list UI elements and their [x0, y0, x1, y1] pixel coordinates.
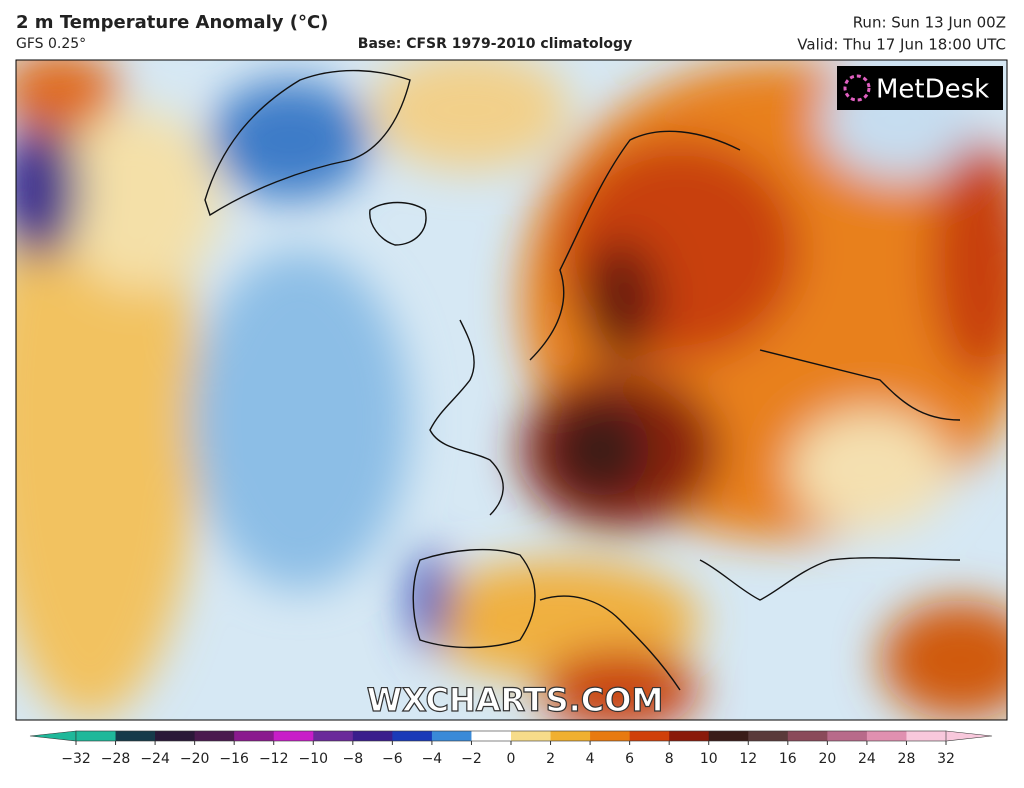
colorbar-segment — [352, 731, 393, 741]
map: MetDesk WXCHARTS.COM — [16, 60, 1007, 720]
colorbar-tick-label: −24 — [140, 751, 170, 767]
title: 2 m Temperature Anomaly (°C) — [16, 12, 328, 33]
watermark: WXCHARTS.COM — [367, 681, 664, 719]
colorbar-segment — [313, 731, 354, 741]
colorbar-segment — [748, 731, 789, 741]
colorbar-tick-label: −2 — [461, 751, 482, 767]
colorbar-segment — [866, 731, 907, 741]
base: Base: CFSR 1979-2010 climatology — [358, 36, 632, 52]
colorbar-tick-label: 4 — [586, 751, 595, 767]
colorbar-tick-label: 20 — [818, 751, 836, 767]
colorbar-arrow-right — [945, 730, 993, 742]
colorbar-segment — [76, 731, 117, 741]
colorbar-tick-label: 6 — [625, 751, 634, 767]
colorbar-tick-label: −6 — [382, 751, 403, 767]
colorbar-segment — [273, 731, 314, 741]
colorbar: −32 −28 −24 −20 −16 −12 −10 −8 −6 −4 −2 0 2 4 6 8 10 12 16… — [29, 730, 993, 767]
colorbar-tick-label: 8 — [665, 751, 674, 767]
colorbar-segment — [392, 731, 433, 741]
colorbar-tick-label: 28 — [898, 751, 916, 767]
colorbar-segment — [194, 731, 235, 741]
colorbar-segment — [629, 731, 670, 741]
colorbar-tick-label: −4 — [422, 751, 443, 767]
colorbar-segment — [669, 731, 710, 741]
colorbar-tick-label: 12 — [739, 751, 757, 767]
colorbar-tick-label: 2 — [546, 751, 555, 767]
colorbar-segment — [511, 731, 552, 741]
colorbar-segment — [906, 731, 947, 741]
run: Run: Sun 13 Jun 00Z — [853, 14, 1006, 32]
colorbar-tick-label: −12 — [259, 751, 289, 767]
colorbar-tick-label: 16 — [779, 751, 797, 767]
logo-box — [837, 66, 1003, 110]
model: GFS 0.25° — [16, 36, 86, 52]
colorbar-tick-label: −20 — [180, 751, 210, 767]
colorbar-segment — [431, 731, 472, 741]
colorbar-segment — [155, 731, 196, 741]
colorbar-tick-label: 24 — [858, 751, 876, 767]
colorbar-segment — [827, 731, 868, 741]
colorbar-segment — [115, 731, 156, 741]
valid: Valid: Thu 17 Jun 18:00 UTC — [797, 36, 1006, 54]
colorbar-tick-label: 0 — [507, 751, 516, 767]
colorbar-segment — [234, 731, 275, 741]
colorbar-tick-label: −16 — [219, 751, 249, 767]
map-frame — [15, 59, 1008, 721]
colorbar-segment — [550, 731, 591, 741]
colorbar-segment — [787, 731, 828, 741]
logo: MetDesk — [876, 75, 989, 105]
colorbar-tick-label: −8 — [342, 751, 363, 767]
colorbar-tick-label: −28 — [101, 751, 131, 767]
colorbar-tick-label: −32 — [61, 751, 91, 767]
colorbar-segment — [471, 731, 512, 741]
colorbar-segment — [590, 731, 631, 741]
colorbar-tick-label: 32 — [937, 751, 955, 767]
colorbar-segment — [708, 731, 749, 741]
colorbar-tick-label: −10 — [298, 751, 328, 767]
colorbar-arrow-left — [29, 730, 77, 742]
colorbar-tick-label: 10 — [700, 751, 718, 767]
logo-icon — [843, 74, 871, 102]
